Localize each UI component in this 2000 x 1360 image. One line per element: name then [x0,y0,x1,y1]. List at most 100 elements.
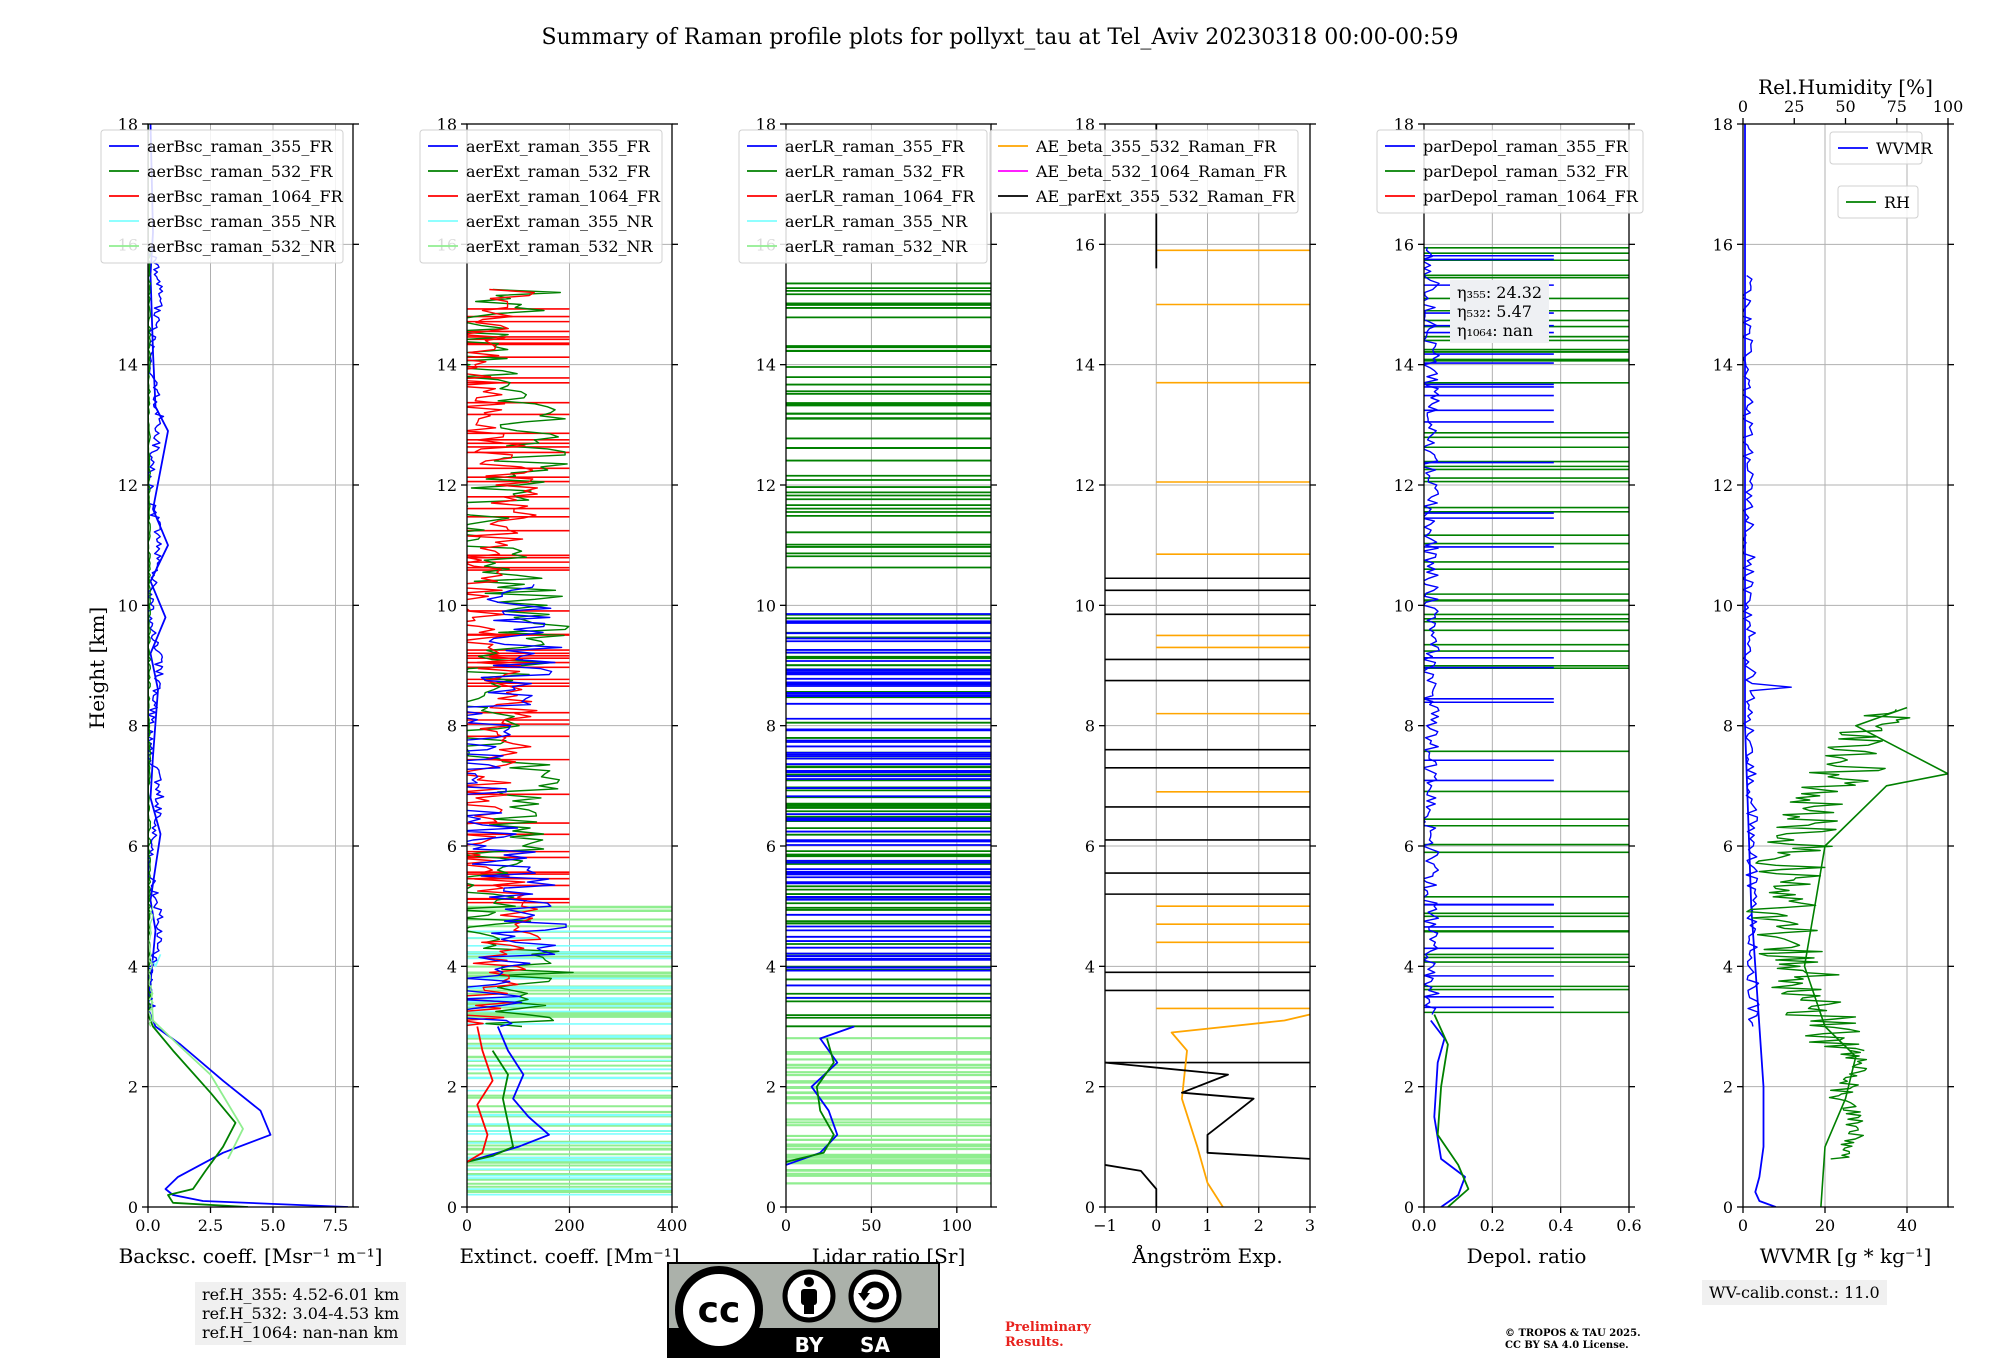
y-tick-label: 16 [1713,235,1733,254]
preliminary-line2: Results. [1005,1335,1064,1350]
y-tick-label: 6 [1723,837,1733,856]
y-tick-label: 18 [756,115,776,134]
y-tick-label: 10 [437,596,457,615]
series-aerBsc_raman_355_FR [148,124,349,1207]
y-tick-label: 18 [437,115,457,134]
y-tick-label: 8 [1085,717,1095,736]
x2-tick-label: 25 [1784,97,1804,116]
panel-ext: 0246810121416180200400Extinct. coeff. [M… [419,115,688,1268]
data-layer-dep [1424,246,1629,1207]
cc-icon [675,1266,763,1354]
axes-frame-lr [785,123,992,1208]
x-tick-label: 0 [462,1216,472,1235]
y-tick-label: 16 [1075,235,1095,254]
y-tick-label: 4 [766,957,776,976]
y-tick-label: 8 [128,717,138,736]
y-tick-label: 8 [1723,717,1733,736]
wv-calib-annotation: WV-calib.const.: 11.0 [1702,1280,1887,1305]
x-tick-label: 0.0 [135,1216,160,1235]
y-tick-label: 2 [447,1078,457,1097]
cc-icon-text: cc [698,1290,741,1331]
x-axis-label-ext: Extinct. coeff. [Mm⁻¹] [459,1244,679,1268]
x-tick-label: 2 [1254,1216,1264,1235]
series-AE_parExt_355_532_Raman_FR-2 [1105,1061,1310,1160]
y-tick-label: 14 [756,356,776,375]
y-tick-label: 6 [128,837,138,856]
legend-label: aerLR_raman_1064_FR [785,187,975,206]
y-tick-label: 10 [1075,596,1095,615]
legend-label: parDepol_raman_532_FR [1423,162,1629,181]
refh-355: ref.H_355: 4.52-6.01 km [202,1285,400,1304]
legend-label: WVMR [1876,139,1933,158]
x-axis-label-bsc: Backsc. coeff. [Msr⁻¹ m⁻¹] [119,1244,383,1268]
x-axis-label-dep: Depol. ratio [1467,1244,1587,1268]
x-tick-label: 7.5 [323,1216,348,1235]
series-WVMR [1744,124,1777,1207]
refh-1064: ref.H_1064: nan-nan km [202,1323,399,1342]
by-label: BY [795,1333,824,1357]
y-tick-label: 6 [766,837,776,856]
legend-label: AE_beta_532_1064_Raman_FR [1035,162,1287,181]
legend-box [738,129,988,264]
series-aerExt_raman_1064_FR-low [467,1026,494,1163]
series-aerLR_raman_532_FR-line [786,1038,835,1163]
x-tick-label: 1 [1202,1216,1212,1235]
copyright-note: © TROPOS & TAU 2025. CC BY SA 4.0 Licens… [1505,1328,1641,1352]
x2-tick-label: 50 [1835,97,1855,116]
legend-label: aerBsc_raman_532_NR [147,237,336,256]
y-tick-label: 6 [447,837,457,856]
data-layer-lr [786,282,991,1185]
legend-ext: aerExt_raman_355_FR aerExt_raman_532_FRae… [419,129,663,264]
x-tick-label: 0 [1151,1216,1161,1235]
legend-label: aerExt_raman_355_NR [466,212,654,231]
legend-label: RH [1884,193,1910,212]
legend-label: aerLR_raman_532_FR [785,162,965,181]
series-RH-trend [1803,706,1948,1207]
y-tick-label: 14 [1713,356,1733,375]
y-tick-label: 14 [437,356,457,375]
legend-ae: AE_beta_355_532_Raman_FR AE_beta_532_1064… [989,129,1299,214]
y-tick-label: 2 [766,1078,776,1097]
series-aerExt_raman_1064_FR-line [467,288,542,1027]
legend-lr: aerLR_raman_355_FR aerLR_raman_532_FR aerL… [738,129,988,264]
axes-frame-dep [1423,123,1630,1208]
y-tick-label: 10 [118,596,138,615]
series-RH-low [1828,1049,1868,1160]
sa-label: SA [860,1333,890,1357]
legend-label: aerLR_raman_355_NR [785,212,968,231]
y-tick-label: 12 [118,476,138,495]
legend-label: AE_beta_355_532_Raman_FR [1035,137,1277,156]
x2-axis-label: Rel.Humidity [%] [1758,75,1933,99]
data-layer-wv [1743,124,1948,1207]
x-tick-label: 0 [1738,1216,1748,1235]
x-tick-label: 400 [657,1216,688,1235]
y-tick-label: 2 [1085,1078,1095,1097]
y-tick-label: 2 [1723,1078,1733,1097]
series-aerBsc_raman_532_NR-noise [148,906,154,1027]
legend-label: aerBsc_raman_1064_FR [147,187,344,206]
x-tick-label: 50 [861,1216,881,1235]
copyright-line2: CC BY SA 4.0 License. [1505,1340,1629,1351]
legend-label: aerExt_raman_355_FR [466,137,651,156]
eta-1064: η₁₀₆₄: nan [1457,321,1533,340]
legend-box [1837,185,1919,219]
x-tick-label: −1 [1093,1216,1117,1235]
panel-lr: 024681012141618050100Lidar ratio [Sr]aer… [738,115,997,1268]
y-tick-label: 14 [1075,356,1095,375]
y-tick-label: 18 [1713,115,1733,134]
y-tick-label: 0 [1085,1198,1095,1217]
panel-wv: 0 2 4 6 8 10 12 14 16 18 0 20 40 WVMR [g * kg⁻¹] 0 25 50… [1713,75,1964,1268]
legend-label: AE_parExt_355_532_Raman_FR [1035,187,1296,206]
x-tick-label: 3 [1305,1216,1315,1235]
x-tick-label: 0.0 [1411,1216,1436,1235]
refh-532: ref.H_532: 3.04-4.53 km [202,1304,400,1323]
series-AE_beta_355_532_Raman_FR [1170,1013,1310,1207]
x-tick-label: 40 [1897,1216,1917,1235]
legend-label: aerExt_raman_1064_FR [466,187,661,206]
y-tick-label: 18 [1394,115,1414,134]
series-aerBsc_raman_532_FR [148,124,249,1207]
x2-tick-label: 100 [1933,97,1964,116]
